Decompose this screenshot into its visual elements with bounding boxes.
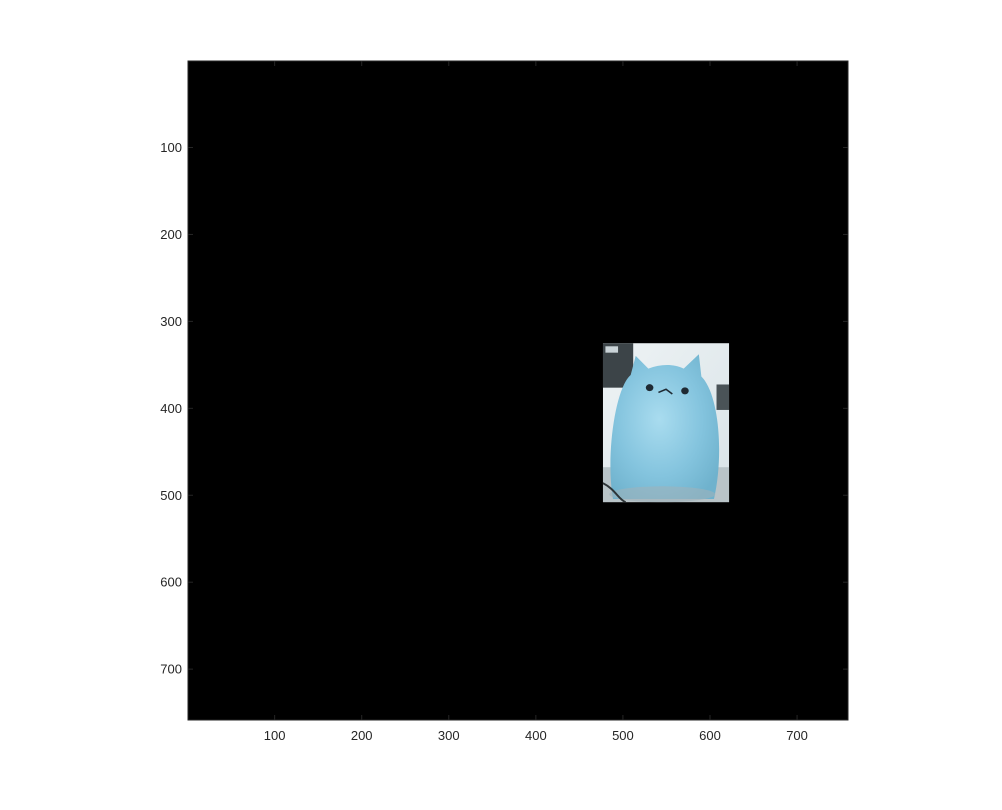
y-axis: 100 200 300 400 500 600 700 [160,140,848,677]
x-tick-label: 300 [438,728,460,743]
cat-body [610,354,720,500]
photo-device-label [605,346,619,353]
y-tick-label: 200 [160,227,182,242]
axes-frame [187,60,849,721]
cat-base [609,486,716,503]
cat-right-eye [681,387,689,395]
x-tick-label: 600 [699,728,721,743]
y-tick-label: 100 [160,140,182,155]
x-tick-label: 700 [786,728,808,743]
image-background [188,61,848,720]
y-tick-label: 400 [160,401,182,416]
x-tick-label: 500 [612,728,634,743]
photo-right-object [716,384,730,410]
x-axis: 100 200 300 400 500 600 700 [264,61,808,743]
cat-left-eye [645,384,654,392]
photo-cable [602,482,627,503]
x-tick-label: 400 [525,728,547,743]
y-tick-label: 700 [160,662,182,677]
cat-figurine-photo-icon [602,343,730,503]
y-tick-label: 600 [160,575,182,590]
x-tick-label: 100 [264,728,286,743]
y-tick-label: 300 [160,314,182,329]
cat-mouth [658,388,673,395]
x-tick-label: 200 [351,728,373,743]
y-tick-label: 500 [160,488,182,503]
